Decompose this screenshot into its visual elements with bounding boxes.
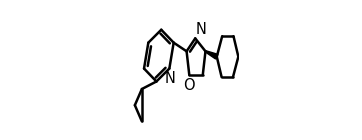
Text: O: O: [183, 78, 194, 93]
Polygon shape: [205, 51, 218, 59]
Text: N: N: [164, 71, 175, 86]
Text: N: N: [196, 22, 207, 37]
